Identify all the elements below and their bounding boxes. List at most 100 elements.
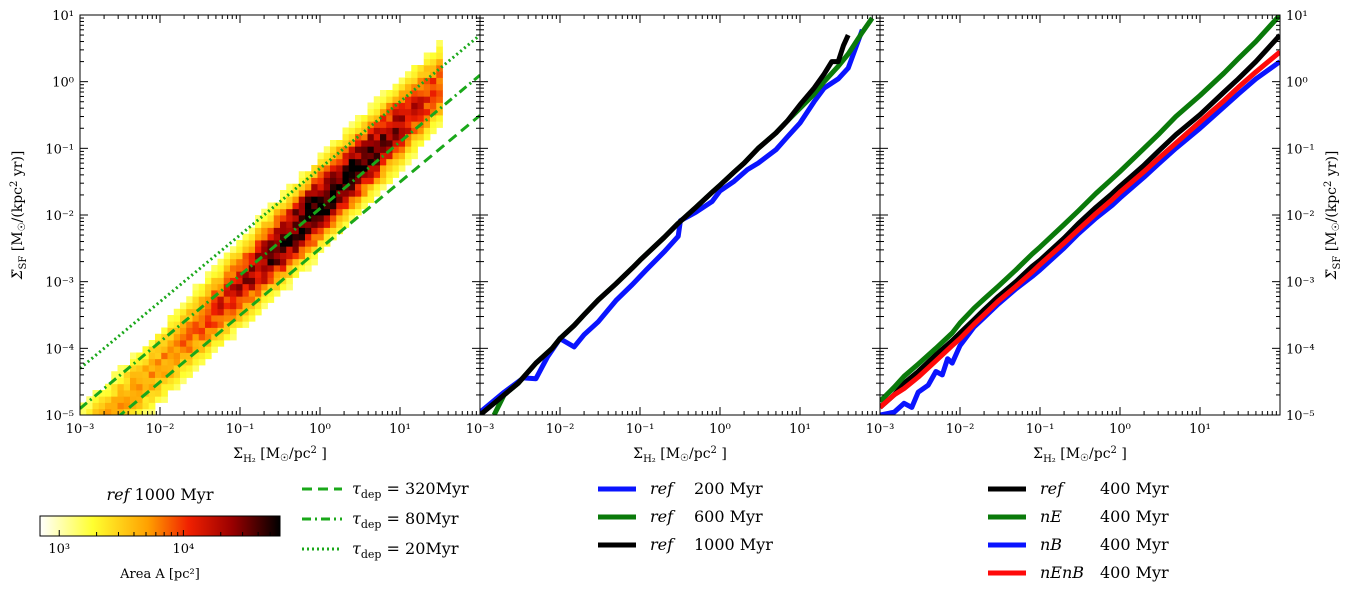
y-tick-label: 10⁻⁵ <box>1286 409 1315 424</box>
heatmap-cell <box>211 340 218 347</box>
heatmap-cell <box>398 108 406 116</box>
heatmap-cell <box>355 127 362 135</box>
heatmap-cell <box>386 96 393 103</box>
heatmap-cell <box>311 215 318 222</box>
heatmap-cell <box>323 190 331 197</box>
heatmap-cell <box>286 196 293 203</box>
heatmap-cell <box>217 302 225 310</box>
heatmap-cell <box>367 121 375 128</box>
heatmap-cell <box>223 271 231 278</box>
heatmap-cell <box>298 265 306 272</box>
heatmap-cell <box>223 308 231 316</box>
heatmap-cell <box>417 77 425 85</box>
heatmap-cell <box>317 158 325 166</box>
heatmap-cell <box>236 315 243 322</box>
heatmap-cell <box>398 165 406 172</box>
heatmap-cell <box>242 233 250 241</box>
heatmap-cell <box>280 221 287 228</box>
heatmap-cell <box>386 127 393 135</box>
heatmap-cell <box>411 133 418 141</box>
heatmap-cell <box>205 296 212 303</box>
heatmap-cell <box>217 333 225 341</box>
heatmap-cell <box>173 377 181 385</box>
heatmap-cell <box>223 302 231 310</box>
heatmap-cell <box>323 215 331 222</box>
heatmap-cell <box>398 83 406 91</box>
heatmap-cell <box>386 171 393 178</box>
heatmap-cell <box>373 121 381 128</box>
heatmap-cell <box>161 358 168 366</box>
heatmap-cell <box>405 140 412 147</box>
heatmap-cell <box>361 183 368 191</box>
heatmap-cell <box>236 290 243 297</box>
heatmap-cell <box>367 102 375 110</box>
heatmap-cell <box>361 171 368 178</box>
heatmap-cell <box>98 396 106 403</box>
heatmap-cell <box>380 127 387 135</box>
heatmap-cell <box>411 90 418 97</box>
heatmap-cell <box>217 283 225 291</box>
heatmap-cell <box>267 233 275 241</box>
heatmap-cell <box>373 177 381 185</box>
heatmap-cell <box>311 171 318 178</box>
heatmap-cell <box>330 227 337 235</box>
heatmap-cell <box>261 296 268 303</box>
heatmap-cell <box>336 146 343 153</box>
heatmap-cell <box>273 277 281 285</box>
heatmap-cell <box>223 315 231 322</box>
heatmap-cell <box>373 108 381 116</box>
heatmap-cell <box>361 158 368 166</box>
heatmap-cell <box>242 296 250 303</box>
heatmap-cell <box>436 83 443 91</box>
y-tick-label: 10⁰ <box>1286 76 1308 91</box>
heatmap-cell <box>205 283 212 291</box>
heatmap-cell <box>367 140 375 147</box>
heatmap-cell <box>111 408 118 415</box>
heatmap-cell <box>330 158 337 166</box>
heatmap-cell <box>280 252 287 260</box>
heatmap-cell <box>198 315 206 322</box>
heatmap-cell <box>380 102 387 110</box>
heatmap-cell <box>217 321 225 328</box>
heatmap-cell <box>386 158 393 166</box>
heatmap-cell <box>173 333 181 341</box>
heatmap-cell <box>386 152 393 160</box>
heatmap-cell <box>255 240 262 247</box>
heatmap-cell <box>280 271 287 278</box>
series-line-nB-400Myr <box>880 59 1280 415</box>
heatmap-cell <box>417 71 425 78</box>
heatmap-cell <box>173 358 181 366</box>
heatmap-cell <box>92 402 100 410</box>
heatmap-cell <box>161 383 168 391</box>
heatmap-cell <box>261 227 268 235</box>
heatmap-cell <box>348 177 356 185</box>
heatmap-cell <box>186 371 193 378</box>
heatmap-cell <box>348 133 356 141</box>
heatmap-cell <box>292 190 300 197</box>
heatmap-cell <box>286 258 293 266</box>
heatmap-cell <box>286 277 293 285</box>
heatmap-cell <box>305 227 312 235</box>
heatmap-cell <box>436 102 443 110</box>
heatmap-cell <box>186 308 193 316</box>
heatmap-cell <box>286 240 293 247</box>
heatmap-cell <box>236 271 243 278</box>
heatmap-cell <box>373 133 381 141</box>
y-tick-label: 10⁻¹ <box>1286 142 1315 157</box>
heatmap-cell <box>98 390 106 397</box>
y-tick-label: 10⁻⁴ <box>1286 342 1315 357</box>
heatmap-cell <box>417 96 425 103</box>
heatmap-cell <box>148 402 156 410</box>
heatmap-cell <box>242 246 250 253</box>
heatmap-cell <box>280 283 287 291</box>
colorbar-tick-label: 10⁴ <box>173 542 195 557</box>
heatmap-cell <box>261 215 268 222</box>
heatmap-cell <box>180 377 187 385</box>
heatmap-cell <box>386 115 393 122</box>
heatmap-cell <box>255 227 262 235</box>
heatmap-cell <box>286 246 293 253</box>
heatmap-cell <box>280 265 287 272</box>
heatmap-cell <box>267 221 275 228</box>
x-axis-label: ΣH₂ [M☉/pc2 ] <box>233 445 327 465</box>
